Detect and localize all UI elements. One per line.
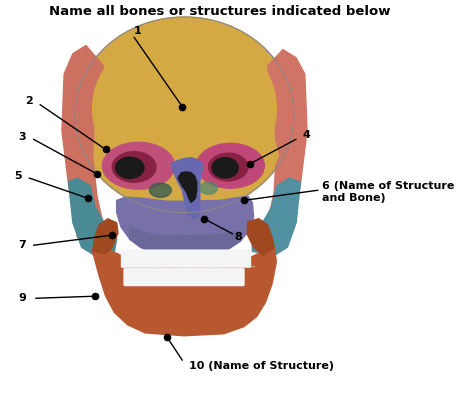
- Ellipse shape: [116, 157, 144, 178]
- FancyBboxPatch shape: [142, 268, 153, 286]
- FancyBboxPatch shape: [170, 268, 180, 286]
- Text: 8: 8: [235, 232, 243, 242]
- FancyBboxPatch shape: [121, 250, 131, 267]
- FancyBboxPatch shape: [216, 268, 226, 286]
- FancyBboxPatch shape: [133, 268, 143, 286]
- FancyBboxPatch shape: [185, 250, 196, 267]
- FancyBboxPatch shape: [158, 250, 168, 267]
- Text: 1: 1: [134, 26, 142, 36]
- Polygon shape: [92, 247, 276, 336]
- FancyBboxPatch shape: [176, 250, 187, 267]
- Ellipse shape: [209, 153, 248, 181]
- Polygon shape: [95, 121, 279, 177]
- FancyBboxPatch shape: [225, 268, 235, 286]
- FancyBboxPatch shape: [188, 268, 199, 286]
- FancyBboxPatch shape: [234, 268, 245, 286]
- Polygon shape: [69, 178, 117, 256]
- Text: 7: 7: [18, 240, 26, 250]
- Polygon shape: [263, 49, 307, 249]
- FancyBboxPatch shape: [194, 250, 205, 267]
- FancyBboxPatch shape: [206, 268, 217, 286]
- Text: 9: 9: [18, 293, 26, 303]
- Polygon shape: [252, 178, 301, 256]
- FancyBboxPatch shape: [148, 250, 159, 267]
- FancyBboxPatch shape: [139, 250, 150, 267]
- FancyBboxPatch shape: [197, 268, 208, 286]
- FancyBboxPatch shape: [222, 250, 233, 267]
- Ellipse shape: [92, 27, 276, 190]
- Text: Name all bones or structures indicated below: Name all bones or structures indicated b…: [49, 5, 390, 18]
- FancyBboxPatch shape: [124, 268, 134, 286]
- Ellipse shape: [197, 144, 264, 188]
- FancyBboxPatch shape: [231, 250, 242, 267]
- FancyBboxPatch shape: [204, 250, 214, 267]
- Text: 10 (Name of Structure): 10 (Name of Structure): [189, 360, 334, 371]
- Polygon shape: [172, 157, 203, 219]
- Ellipse shape: [112, 152, 156, 182]
- Ellipse shape: [149, 183, 172, 198]
- FancyBboxPatch shape: [130, 250, 141, 267]
- FancyBboxPatch shape: [179, 268, 189, 286]
- FancyBboxPatch shape: [151, 268, 162, 286]
- Text: 5: 5: [14, 171, 21, 181]
- FancyBboxPatch shape: [213, 250, 223, 267]
- Polygon shape: [130, 227, 240, 256]
- Ellipse shape: [212, 157, 238, 178]
- Text: 3: 3: [18, 132, 26, 142]
- FancyBboxPatch shape: [160, 268, 171, 286]
- Polygon shape: [117, 196, 254, 256]
- Text: 2: 2: [25, 96, 33, 106]
- Polygon shape: [62, 45, 108, 254]
- Ellipse shape: [200, 182, 217, 194]
- FancyBboxPatch shape: [167, 250, 177, 267]
- Text: 4: 4: [302, 130, 310, 140]
- Polygon shape: [92, 219, 118, 254]
- Ellipse shape: [102, 142, 174, 189]
- Ellipse shape: [75, 17, 294, 213]
- Polygon shape: [178, 172, 197, 202]
- Polygon shape: [247, 219, 274, 256]
- FancyBboxPatch shape: [240, 250, 251, 267]
- Text: 6 (Name of Structure
and Bone): 6 (Name of Structure and Bone): [322, 182, 455, 203]
